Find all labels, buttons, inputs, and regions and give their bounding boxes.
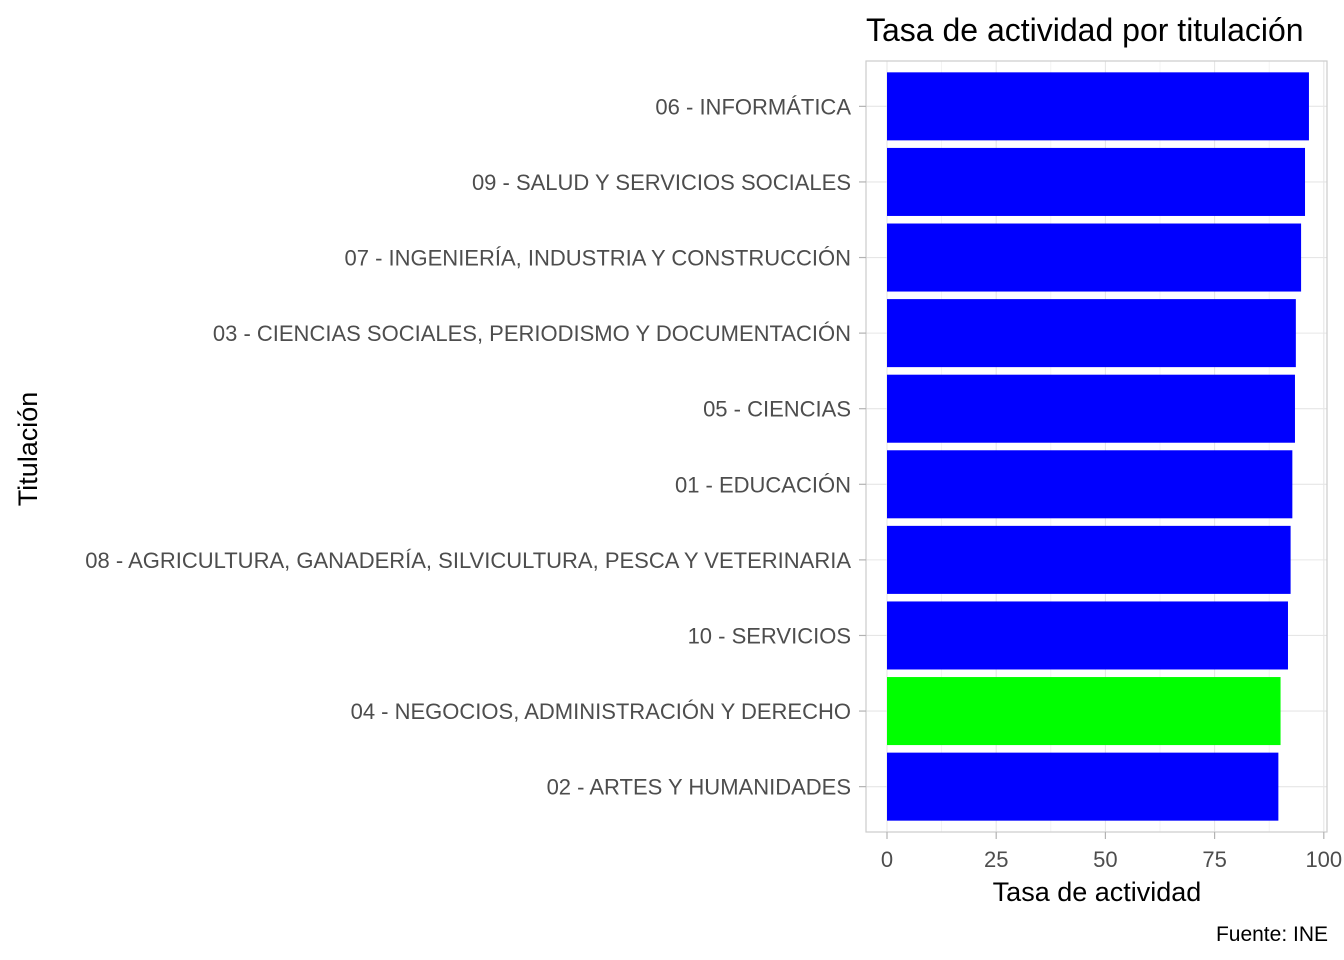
plot-panel [865,60,1328,833]
x-axis-ticks: 0 25 50 75 100 [881,832,1342,872]
source-caption: Fuente: INE [1216,923,1328,946]
category-label: 03 - CIENCIAS SOCIALES, PERIODISMO Y DOC… [213,321,851,346]
category-label: 10 - SERVICIOS [688,623,851,648]
category-label: 01 - EDUCACIÓN [675,472,851,497]
bar [887,677,1281,746]
category-label: 04 - NEGOCIOS, ADMINISTRACIÓN Y DERECHO [351,699,851,724]
x-tick-label: 0 [881,847,893,872]
y-axis-title: Titulación [13,392,43,507]
x-axis-title: Tasa de actividad [993,877,1202,907]
category-label: 07 - INGENIERÍA, INDUSTRIA Y CONSTRUCCIÓ… [345,246,852,271]
bar [887,374,1295,443]
chart-title: Tasa de actividad por titulación [866,12,1304,48]
x-tick-label: 50 [1093,847,1117,872]
category-labels: 06 - INFORMÁTICA 09 - SALUD Y SERVICIOS S… [85,94,866,800]
bars [887,72,1309,821]
bar [887,525,1291,594]
bar [887,450,1293,519]
category-label: 09 - SALUD Y SERVICIOS SOCIALES [472,170,851,195]
bar [887,299,1296,368]
category-label: 05 - CIENCIAS [703,397,851,422]
bar [887,752,1279,821]
bar [887,223,1302,292]
x-tick-label: 75 [1202,847,1226,872]
category-label: 02 - ARTES Y HUMANIDADES [547,775,851,800]
x-tick-label: 25 [984,847,1008,872]
bar [887,147,1306,216]
category-label: 06 - INFORMÁTICA [655,94,851,119]
x-tick-label: 100 [1305,847,1342,872]
category-label: 08 - AGRICULTURA, GANADERÍA, SILVICULTUR… [85,548,851,573]
bar [887,601,1288,670]
panel-border [865,60,1328,833]
bar [887,72,1309,141]
